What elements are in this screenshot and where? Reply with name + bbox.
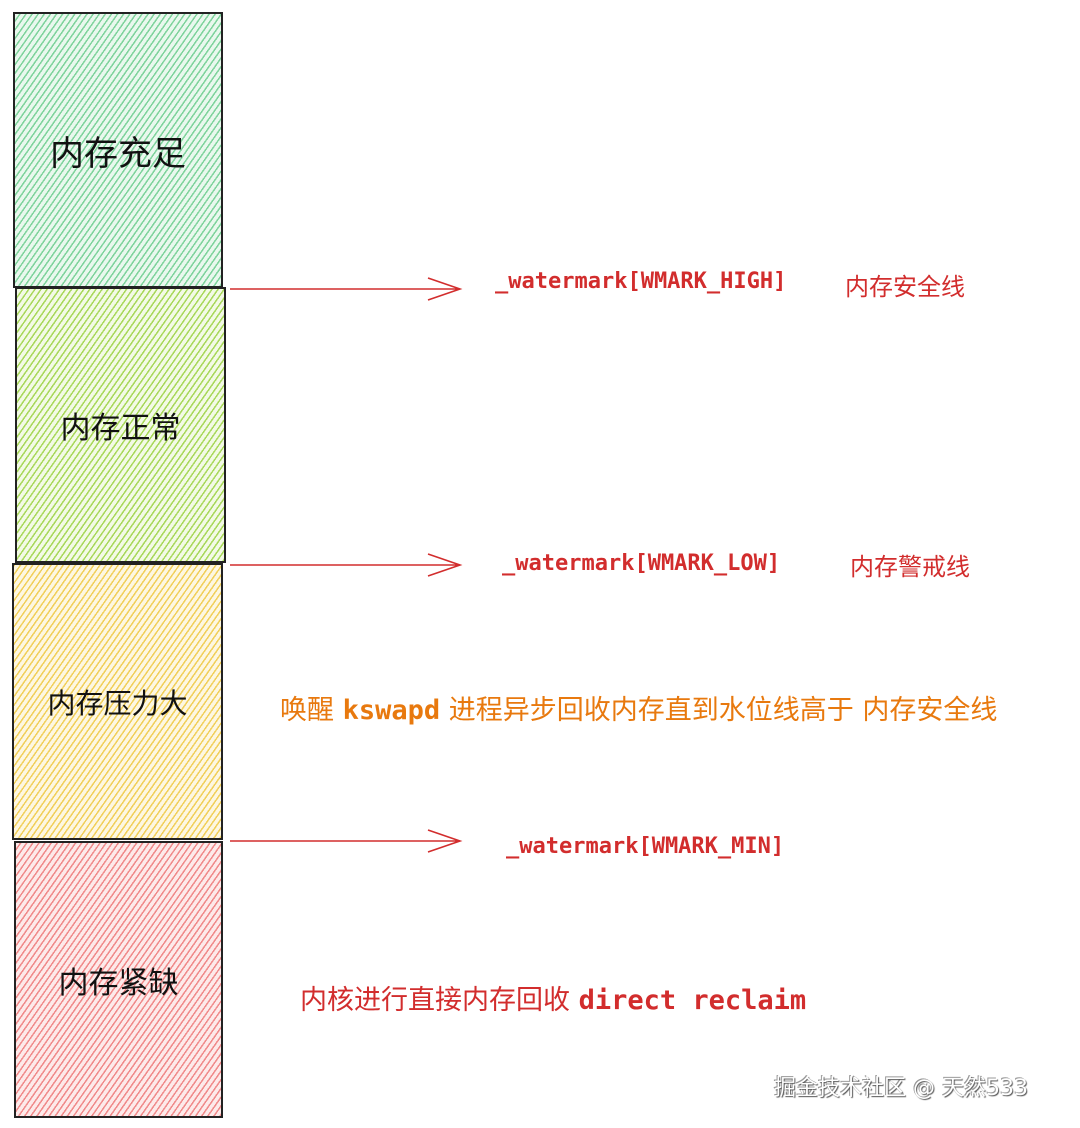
zone-sufficient: 内存充足 <box>13 12 223 288</box>
kswapd-note: 唤醒 kswapd 进程异步回收内存直到水位线高于 内存安全线 <box>280 688 997 727</box>
note-text: 内核进行直接内存回收 <box>300 985 570 1016</box>
zone-pressure: 内存压力大 <box>12 563 223 840</box>
note-text: 唤醒 <box>280 695 334 726</box>
arrow-low-icon <box>230 553 463 577</box>
watermark-low-label: _watermark[WMARK_LOW] <box>502 551 781 576</box>
zone-label: 内存充足 <box>50 133 186 174</box>
zone-label: 内存压力大 <box>47 686 188 720</box>
zone-normal: 内存正常 <box>15 287 226 563</box>
zone-shortage: 内存紧缺 <box>14 841 223 1118</box>
note-text: 进程异步回收内存直到水位线高于 内存安全线 <box>448 695 998 726</box>
credit-watermark: 掘金技术社区 @ 天然533 <box>774 1076 1028 1101</box>
watermark-min-label: _watermark[WMARK_MIN] <box>506 834 785 859</box>
watermark-high-desc: 内存安全线 <box>845 273 965 301</box>
arrow-high-icon <box>230 277 463 301</box>
direct-reclaim-note: 内核进行直接内存回收 direct reclaim <box>300 978 806 1017</box>
zone-label: 内存正常 <box>60 411 181 446</box>
zone-label: 内存紧缺 <box>58 965 179 1001</box>
arrow-min-icon <box>230 829 463 853</box>
note-code: direct reclaim <box>578 985 807 1016</box>
note-code: kswapd <box>342 695 441 726</box>
watermark-high-label: _watermark[WMARK_HIGH] <box>495 269 787 294</box>
watermark-low-desc: 内存警戒线 <box>850 553 970 581</box>
